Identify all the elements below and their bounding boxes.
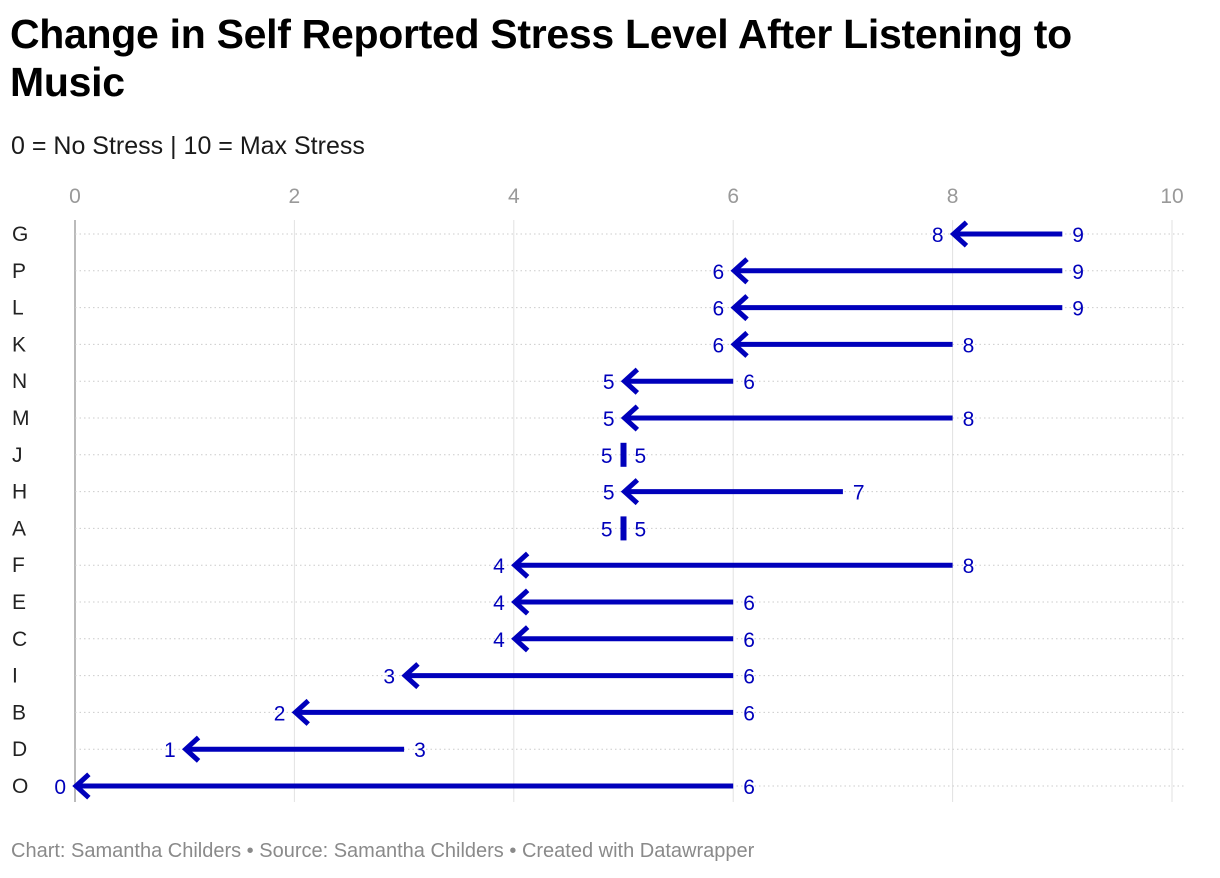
after-value-label: 4: [493, 629, 505, 652]
before-value-label: 8: [963, 408, 975, 431]
before-value-label: 5: [635, 518, 647, 541]
category-label: H: [12, 481, 27, 504]
after-value-label: 3: [383, 666, 395, 689]
before-value-label: 6: [743, 592, 755, 615]
footer-source: Source: Samantha Childers: [259, 840, 504, 862]
x-tick-label: 2: [289, 185, 301, 208]
before-value-label: 8: [963, 555, 975, 578]
change-arrow-head: [181, 735, 201, 763]
after-value-label: 4: [493, 555, 505, 578]
after-value-label: 6: [713, 261, 725, 284]
after-value-label: 0: [54, 776, 66, 799]
x-tick-label: 6: [727, 185, 739, 208]
change-arrow-head: [511, 588, 530, 616]
category-label: L: [12, 297, 24, 320]
x-tick-label: 0: [69, 185, 81, 208]
change-arrow-head: [949, 220, 969, 248]
before-value-label: 9: [1072, 224, 1084, 247]
category-label: E: [12, 591, 26, 614]
chart-title: Change in Self Reported Stress Level Aft…: [10, 11, 1072, 105]
change-arrow-head: [401, 662, 420, 690]
category-label: N: [12, 370, 27, 393]
before-value-label: 9: [1072, 261, 1084, 284]
after-value-label: 4: [493, 592, 505, 615]
no-change-marker: [620, 442, 627, 467]
after-value-label: 6: [713, 298, 725, 321]
category-label: P: [12, 260, 26, 283]
after-value-label: 5: [603, 371, 615, 394]
before-value-label: 8: [963, 334, 975, 357]
before-value-label: 6: [743, 666, 755, 689]
category-label: G: [12, 223, 28, 246]
before-value-label: 9: [1072, 298, 1084, 321]
change-arrow-head: [620, 404, 640, 432]
change-arrow-head: [291, 698, 310, 726]
category-label: M: [12, 407, 30, 430]
footer-separator: •: [503, 840, 522, 862]
after-value-label: 5: [603, 408, 615, 431]
before-value-label: 7: [853, 482, 865, 505]
x-tick-label: 4: [508, 185, 520, 208]
after-value-label: 6: [713, 334, 725, 357]
after-value-label: 5: [603, 482, 615, 505]
after-value-label: 5: [601, 518, 613, 541]
change-arrow-head: [511, 551, 530, 579]
category-label: J: [12, 444, 23, 467]
category-label: A: [12, 517, 26, 540]
chart-footer: Chart: Samantha Childers • Source: Saman…: [11, 840, 754, 863]
change-arrow-head: [730, 294, 749, 322]
change-arrow-head: [72, 772, 91, 800]
footer-separator: •: [241, 840, 260, 862]
before-value-label: 6: [743, 776, 755, 799]
category-label: O: [12, 775, 28, 798]
chart-subtitle: 0 = No Stress | 10 = Max Stress: [11, 132, 365, 160]
before-value-label: 5: [635, 445, 647, 468]
after-value-label: 5: [601, 445, 613, 468]
after-value-label: 1: [164, 739, 176, 762]
change-arrow-head: [730, 257, 749, 285]
category-label: F: [12, 554, 25, 577]
no-change-marker: [620, 516, 627, 541]
after-value-label: 8: [932, 224, 944, 247]
footer-chart-credit: Chart: Samantha Childers: [11, 840, 242, 862]
before-value-label: 3: [414, 739, 426, 762]
category-label: D: [12, 738, 27, 761]
change-arrow-head: [620, 367, 640, 395]
category-label: B: [12, 701, 26, 724]
x-tick-label: 8: [947, 185, 959, 208]
footer-created-with: Created with Datawrapper: [521, 840, 755, 862]
change-arrow-head: [511, 625, 530, 653]
change-arrow-head: [730, 330, 749, 358]
category-label: I: [12, 665, 18, 688]
before-value-label: 6: [743, 629, 755, 652]
category-label: C: [12, 628, 27, 651]
before-value-label: 6: [743, 702, 755, 725]
change-arrow-head: [620, 478, 640, 506]
arrow-chart: 0 2 4 6 8 10G 8 9P 6 9L 6 9K 6 8N 5 6M 5 8J 5 5H 5 7A 5 5F 4 8E 4 6…: [12, 185, 1185, 802]
category-label: K: [12, 333, 26, 356]
x-tick-label: 10: [1160, 185, 1183, 208]
before-value-label: 6: [743, 371, 755, 394]
after-value-label: 2: [274, 702, 286, 725]
